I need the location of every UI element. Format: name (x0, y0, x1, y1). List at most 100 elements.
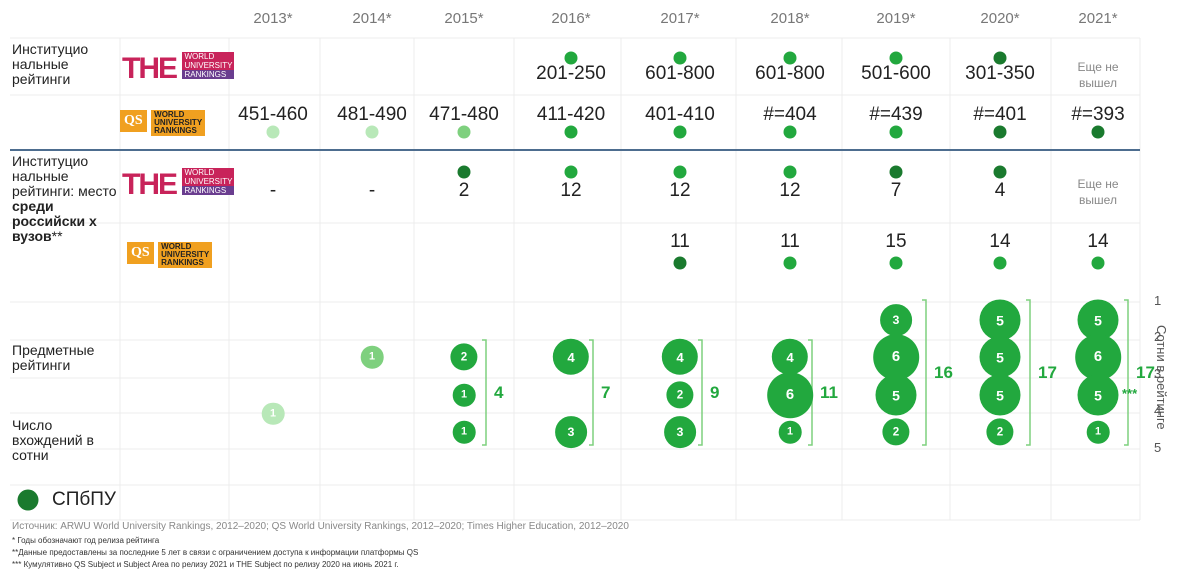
qs_world-dot (673, 125, 687, 139)
subject-bubble: 6 (767, 372, 813, 418)
subject-bubble: 5 (979, 299, 1021, 341)
the_world-dot (889, 51, 903, 65)
subject-bubble: 6 (1075, 334, 1121, 380)
the_russia-value: 12 (779, 180, 801, 201)
year-header: 2013* (253, 10, 293, 27)
label-institutional-place: Институцио нальные рейтинги: место среди… (12, 154, 120, 244)
the-logo-2-line-3: RANKINGS (182, 186, 235, 195)
scale-tick-5: 5 (1154, 440, 1162, 455)
label-entries: Число вхождений в сотни (12, 417, 94, 463)
the-logo-2-line-2: UNIVERSITY (182, 177, 235, 186)
label-subject: Предметные рейтинги (12, 342, 95, 373)
qs-logo-2-text: QS (127, 242, 154, 264)
subject-bubble: 6 (873, 334, 919, 380)
the-logo-line-3: RANKINGS (182, 70, 235, 79)
the_russia-value: 12 (560, 180, 582, 201)
qs-logo-line-1: WORLD (154, 110, 185, 119)
total-label: 7 (601, 383, 611, 402)
total-note: *** (1122, 386, 1138, 401)
subject-bubble: 5 (979, 336, 1021, 378)
the_russia-dot (993, 165, 1007, 179)
qs_world-dot (564, 125, 578, 139)
qs_russia-dot (1091, 256, 1105, 270)
subject-bubble: 3 (880, 304, 912, 336)
the_world-value: 501-600 (861, 63, 931, 84)
year-header: 2016* (551, 10, 591, 27)
the-logo-line-2: UNIVERSITY (182, 61, 235, 70)
scale-tick-1: 1 (1154, 293, 1162, 308)
qs_world-value: #=401 (973, 104, 1027, 125)
the-logo-2-line-1: WORLD (182, 168, 235, 177)
subject-bubble: 1 (360, 345, 384, 369)
qs_russia-dot (783, 256, 797, 270)
qs_russia-dot (889, 256, 903, 270)
qs_world-dot (1091, 125, 1105, 139)
scale-tick-2: 2 (1154, 329, 1162, 344)
the_world-dot (564, 51, 578, 65)
qs-logo-text: QS (120, 110, 147, 132)
subject-bubble: 1 (261, 402, 285, 425)
subject-bubble: 5 (1077, 299, 1119, 341)
subject-bubble: 5 (979, 374, 1021, 416)
subject-bubble: 4 (552, 338, 590, 376)
the_russia-dot (889, 165, 903, 179)
subject-bubble: 1 (452, 383, 476, 407)
qs_russia-value: 14 (989, 231, 1011, 252)
legend-dot (17, 489, 39, 511)
qs-logo: QS WORLD UNIVERSITY RANKINGS (120, 110, 206, 136)
qs_russia-value: 11 (670, 231, 690, 252)
total-label: 17 (1038, 363, 1057, 382)
total-label: 11 (820, 383, 838, 402)
subject-bubble: 3 (555, 416, 587, 448)
total-label: 16 (934, 363, 953, 382)
qs_world-value: 411-420 (536, 104, 606, 125)
the_world-dot (783, 51, 797, 65)
qs_russia-dot (993, 256, 1007, 270)
year-header: 2021* (1078, 10, 1118, 27)
label-institutional-place-2: среди российски х вузов (12, 198, 97, 244)
scale-tick-3: 3 (1154, 366, 1162, 381)
scale-title: Сотни в рейтинге (1154, 325, 1169, 430)
year-header: 2017* (660, 10, 700, 27)
total-bracket (1026, 299, 1031, 446)
the_russia-value: 4 (994, 180, 1006, 201)
the_world-value: 301-350 (965, 63, 1035, 84)
year-header: 2018* (770, 10, 810, 27)
footnote-2: **Данные предоставлены за последние 5 ле… (12, 548, 419, 557)
qs_world-dot (783, 125, 797, 139)
the_russia-value: 12 (669, 180, 691, 201)
qs_world-value: #=393 (1071, 104, 1125, 125)
the_world-dot (993, 51, 1007, 65)
the_russia-dot (457, 165, 471, 179)
legend-label: СПбПУ (52, 489, 116, 510)
subject-bubble: 1 (452, 420, 476, 444)
the-logo-line-1: WORLD (182, 52, 235, 61)
qs-logo-line-2: UNIVERSITY (154, 118, 203, 127)
subject-bubble: 3 (664, 416, 696, 448)
the_russia-value: - (368, 180, 376, 201)
total-bracket (698, 339, 703, 446)
total-bracket (589, 339, 594, 446)
the_world-value: 601-800 (755, 63, 825, 84)
the_russia-dot (564, 165, 578, 179)
footnote-1: * Годы обозначают год релиза рейтинга (12, 536, 160, 545)
the-logo-text: THE (122, 52, 178, 85)
the_russia-value: 7 (890, 180, 902, 201)
qs_world-dot (365, 125, 379, 139)
qs-logo-2-line-3: RANKINGS (161, 258, 204, 267)
subject-bubble: 2 (666, 381, 694, 409)
qs-logo-lines: WORLD UNIVERSITY RANKINGS (151, 110, 206, 136)
total-label: 17 (1136, 363, 1155, 382)
qs-logo-line-3: RANKINGS (154, 126, 197, 135)
qs_world-value: 451-460 (238, 104, 308, 125)
the-logo-2-text: THE (122, 168, 178, 201)
the-logo-2-lines: WORLD UNIVERSITY RANKINGS (182, 168, 235, 195)
subject-bubble: 2 (986, 418, 1014, 446)
the-logo-2: THE WORLD UNIVERSITY RANKINGS (122, 168, 235, 202)
the-logo: THE WORLD UNIVERSITY RANKINGS (122, 52, 235, 86)
qs_world-value: 481-490 (337, 104, 407, 125)
total-label: 9 (710, 383, 720, 402)
qs_world-value: #=404 (763, 104, 817, 125)
